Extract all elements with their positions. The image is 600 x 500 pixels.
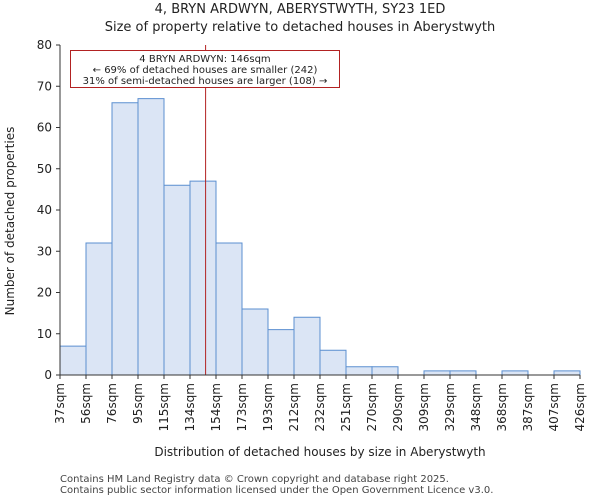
- annotation-line3: 31% of semi-detached houses are larger (…: [82, 76, 328, 87]
- annotation-box: 4 BRYN ARDWYN: 146sqm ← 69% of detached …: [70, 50, 340, 88]
- y-tick-label: 70: [37, 79, 52, 93]
- x-tick-label: 232sqm: [313, 383, 327, 431]
- bar-95sqm: [137, 98, 165, 376]
- bar-407sqm: [553, 370, 581, 376]
- y-tick-label: 0: [44, 368, 52, 382]
- y-axis-label: Number of detached properties: [3, 126, 17, 316]
- bar-37sqm: [59, 345, 87, 376]
- bar-329sqm: [449, 370, 477, 376]
- bar-368sqm: [501, 370, 529, 376]
- bar-309sqm: [423, 370, 451, 376]
- x-tick-label: 173sqm: [235, 383, 249, 431]
- x-tick-label: 426sqm: [573, 383, 587, 431]
- bar-251sqm: [345, 366, 373, 376]
- bar-212sqm: [293, 316, 321, 376]
- y-tick-label: 20: [37, 286, 52, 300]
- x-tick-label: 348sqm: [469, 383, 483, 431]
- x-tick-label: 212sqm: [287, 383, 301, 431]
- bars-group: [59, 98, 581, 376]
- x-tick-label: 95sqm: [131, 383, 145, 424]
- y-ticks-group: 0 10 20 30 40 50 60 70 80: [37, 38, 60, 382]
- x-tick-label: 76sqm: [105, 383, 119, 424]
- bar-76sqm: [111, 102, 139, 376]
- x-tick-label: 368sqm: [495, 383, 509, 431]
- x-tick-label: 270sqm: [365, 383, 379, 431]
- x-tick-label: 37sqm: [53, 383, 67, 424]
- bar-193sqm: [267, 329, 295, 376]
- y-tick-label: 50: [37, 162, 52, 176]
- y-tick-label: 30: [37, 244, 52, 258]
- x-tick-label: 193sqm: [261, 383, 275, 431]
- y-tick-label: 60: [37, 121, 52, 135]
- y-tick-label: 80: [37, 38, 52, 52]
- bar-173sqm: [241, 308, 269, 376]
- x-ticks-group: 37sqm 56sqm 76sqm 95sqm 115sqm 134sqm 154sqm 17…: [53, 375, 587, 431]
- x-tick-label: 290sqm: [391, 383, 405, 431]
- footer-line2: Contains public sector information licen…: [60, 485, 494, 496]
- bar-115sqm: [163, 184, 191, 376]
- footer-line1: Contains HM Land Registry data © Crown c…: [60, 474, 449, 485]
- y-tick-label: 10: [37, 327, 52, 341]
- x-tick-label: 387sqm: [521, 383, 535, 431]
- annotation-line1: 4 BRYN ARDWYN: 146sqm: [139, 54, 271, 65]
- x-tick-label: 56sqm: [79, 383, 93, 424]
- x-tick-label: 407sqm: [547, 383, 561, 431]
- bar-134sqm: [189, 180, 217, 376]
- bar-270sqm: [371, 366, 399, 376]
- x-tick-label: 134sqm: [183, 383, 197, 431]
- bar-232sqm: [319, 349, 347, 376]
- x-tick-label: 251sqm: [339, 383, 353, 431]
- y-tick-label: 40: [37, 203, 52, 217]
- annotation-line2: ← 69% of detached houses are smaller (24…: [92, 65, 318, 76]
- bar-56sqm: [85, 242, 113, 376]
- x-tick-label: 329sqm: [443, 383, 457, 431]
- x-tick-label: 309sqm: [417, 383, 431, 431]
- chart-title-line2: Size of property relative to detached ho…: [104, 20, 496, 35]
- x-tick-label: 154sqm: [209, 383, 223, 431]
- chart-title-line1: 4, BRYN ARDWYN, ABERYSTWYTH, SY23 1ED: [154, 2, 446, 17]
- bar-154sqm: [215, 242, 243, 376]
- x-axis-label: Distribution of detached houses by size …: [154, 445, 486, 459]
- x-tick-label: 115sqm: [157, 383, 171, 431]
